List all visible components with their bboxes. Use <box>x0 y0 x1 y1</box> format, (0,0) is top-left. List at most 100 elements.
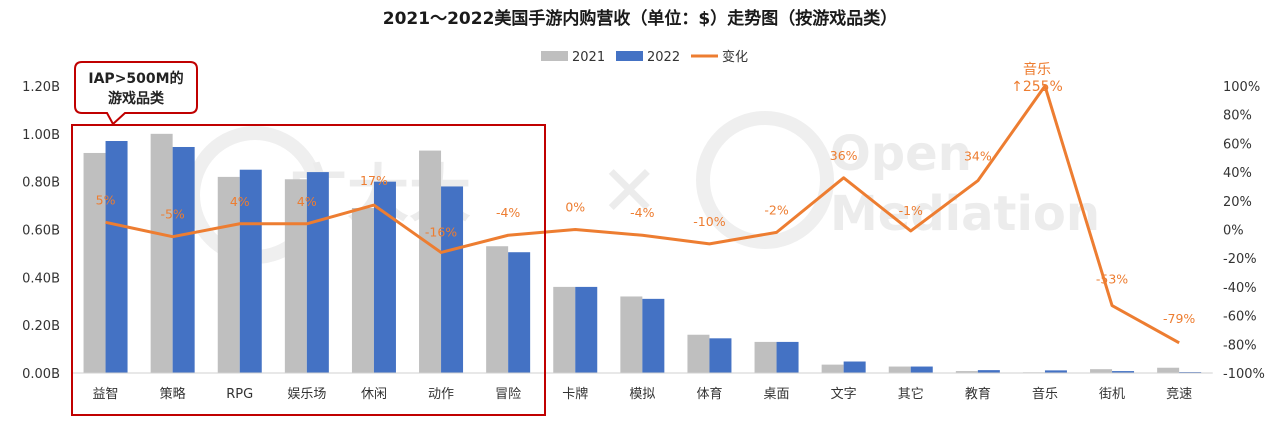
y-axis-right: -100% -80% -60% -40% -20% 0% 20% 40% 60% 80% 100% <box>1223 80 1265 382</box>
x-tick-label: 文字 <box>831 387 857 402</box>
y-axis-left: 0.00B 0.20B 0.40B 0.60B 0.80B 1.00B 1.20B <box>22 80 60 382</box>
bar-2021 <box>754 341 777 373</box>
x-tick-label: RPG <box>226 387 253 402</box>
bar-2022 <box>105 141 128 373</box>
x-tick-label: 休闲 <box>361 387 387 402</box>
x-tick-label: 娱乐场 <box>287 387 326 402</box>
bar-2021 <box>888 366 911 373</box>
legend-swatch-2021 <box>541 51 568 61</box>
category-labels: 益智 策略 RPG 娱乐场 休闲 动作 冒险 卡牌 模拟 体育 桌面 文字 其它 教育 音乐 街机 竞速 <box>93 386 1193 402</box>
change-line-group: 5% -5% 4% 4% 17% -16% -4% 0% -4% -10% -2% 36% -1% 34%… <box>96 84 1195 345</box>
bar-2022 <box>642 298 665 373</box>
bar-2022 <box>172 146 195 373</box>
x-tick-label: 益智 <box>93 387 119 402</box>
x-tick-label: 卡牌 <box>562 386 588 402</box>
y-right-tick-label: 60% <box>1223 137 1252 152</box>
change-line <box>105 84 1180 345</box>
x-tick-label: 其它 <box>898 386 924 402</box>
change-data-label: 36% <box>830 148 858 163</box>
watermark-cross: ✕ <box>600 150 659 232</box>
bar-2021 <box>150 133 173 373</box>
x-tick-label: 教育 <box>965 386 991 402</box>
x-tick-label: 街机 <box>1099 387 1125 402</box>
x-tick-label: 竞速 <box>1166 386 1192 402</box>
y-left-tick-label: 0.80B <box>22 176 60 191</box>
x-tick-label: 模拟 <box>629 387 655 402</box>
x-tick-label: 桌面 <box>764 387 790 402</box>
watermark-text-right-top: Open <box>830 126 972 182</box>
x-tick-label: 动作 <box>428 387 454 402</box>
bar-2021 <box>284 179 307 373</box>
bar-2021 <box>486 246 509 373</box>
callout-bubble <box>74 61 198 126</box>
change-data-label: -16% <box>425 224 457 239</box>
watermark-text-right-bottom: Mediation <box>830 186 1100 242</box>
highlight-box <box>71 124 546 416</box>
bar-2022 <box>776 341 799 373</box>
legend: 2021 2022 变化 <box>541 49 748 65</box>
bar-2022 <box>373 181 396 373</box>
y-left-tick-label: 0.20B <box>22 319 60 334</box>
bar-2022 <box>709 338 732 373</box>
y-right-tick-label: -20% <box>1223 252 1257 267</box>
bar-2021 <box>83 152 106 373</box>
change-data-label: 4% <box>297 194 317 209</box>
bar-2022 <box>910 366 933 373</box>
y-right-tick-label: 40% <box>1223 166 1252 181</box>
legend-label-change: 变化 <box>722 49 748 65</box>
bar-2022 <box>1112 371 1135 373</box>
chart-title: 2021～2022美国手游内购营收（单位：$）走势图（按游戏品类） <box>383 8 897 29</box>
bar-2022 <box>977 370 1000 373</box>
change-data-label: -1% <box>899 203 923 218</box>
legend-swatch-2022 <box>616 51 643 61</box>
bar-2022 <box>1044 370 1067 373</box>
y-left-tick-label: 1.00B <box>22 128 60 143</box>
change-data-label: 5% <box>96 192 116 207</box>
bar-2022 <box>508 252 531 373</box>
y-right-tick-label: 20% <box>1223 195 1252 210</box>
music-annotation-line2: ↑255% <box>1011 79 1063 95</box>
bar-2021 <box>1157 367 1180 373</box>
bar-2021 <box>419 150 442 373</box>
y-left-tick-label: 1.20B <box>22 80 60 95</box>
change-data-label: -4% <box>496 205 520 220</box>
y-left-tick-label: 0.00B <box>22 367 60 382</box>
callout-line1: IAP>500M的 <box>88 70 183 87</box>
legend-label-2021: 2021 <box>572 50 605 65</box>
y-right-tick-label: -60% <box>1223 310 1257 325</box>
change-data-label: 17% <box>360 173 388 188</box>
x-tick-label: 冒险 <box>495 387 521 402</box>
bar-2022 <box>239 169 262 373</box>
bar-2021 <box>687 334 710 373</box>
bar-2022 <box>843 361 866 373</box>
change-data-label: -53% <box>1096 272 1128 287</box>
bar-2021 <box>821 364 844 373</box>
bar-2021 <box>553 286 576 373</box>
bar-2021 <box>955 371 978 373</box>
bar-2021 <box>620 296 643 373</box>
change-data-label: -2% <box>764 202 788 217</box>
change-data-label: 34% <box>964 149 992 164</box>
y-right-tick-label: 100% <box>1223 80 1260 95</box>
watermark-logo-right <box>696 111 834 249</box>
change-data-label: 0% <box>565 200 585 215</box>
y-left-tick-label: 0.60B <box>22 224 60 239</box>
change-data-label: 4% <box>230 194 250 209</box>
change-data-label: -4% <box>630 205 654 220</box>
bar-2022 <box>575 286 598 373</box>
y-right-tick-label: -80% <box>1223 338 1257 353</box>
y-right-tick-label: 0% <box>1223 224 1244 239</box>
bar-2021 <box>351 207 374 373</box>
music-annotation: 音乐 ↑255% <box>1011 61 1063 95</box>
callout: IAP>500M的 游戏品类 <box>74 61 198 126</box>
bar-2022 <box>441 186 464 373</box>
x-tick-label: 音乐 <box>1032 386 1058 402</box>
change-data-label: -79% <box>1163 311 1195 326</box>
legend-label-2022: 2022 <box>647 50 680 65</box>
y-left-tick-label: 0.40B <box>22 271 60 286</box>
bar-2021 <box>1090 369 1113 373</box>
x-tick-label: 体育 <box>696 386 722 402</box>
change-data-label: -5% <box>160 207 184 222</box>
music-annotation-line1: 音乐 <box>1023 61 1051 78</box>
